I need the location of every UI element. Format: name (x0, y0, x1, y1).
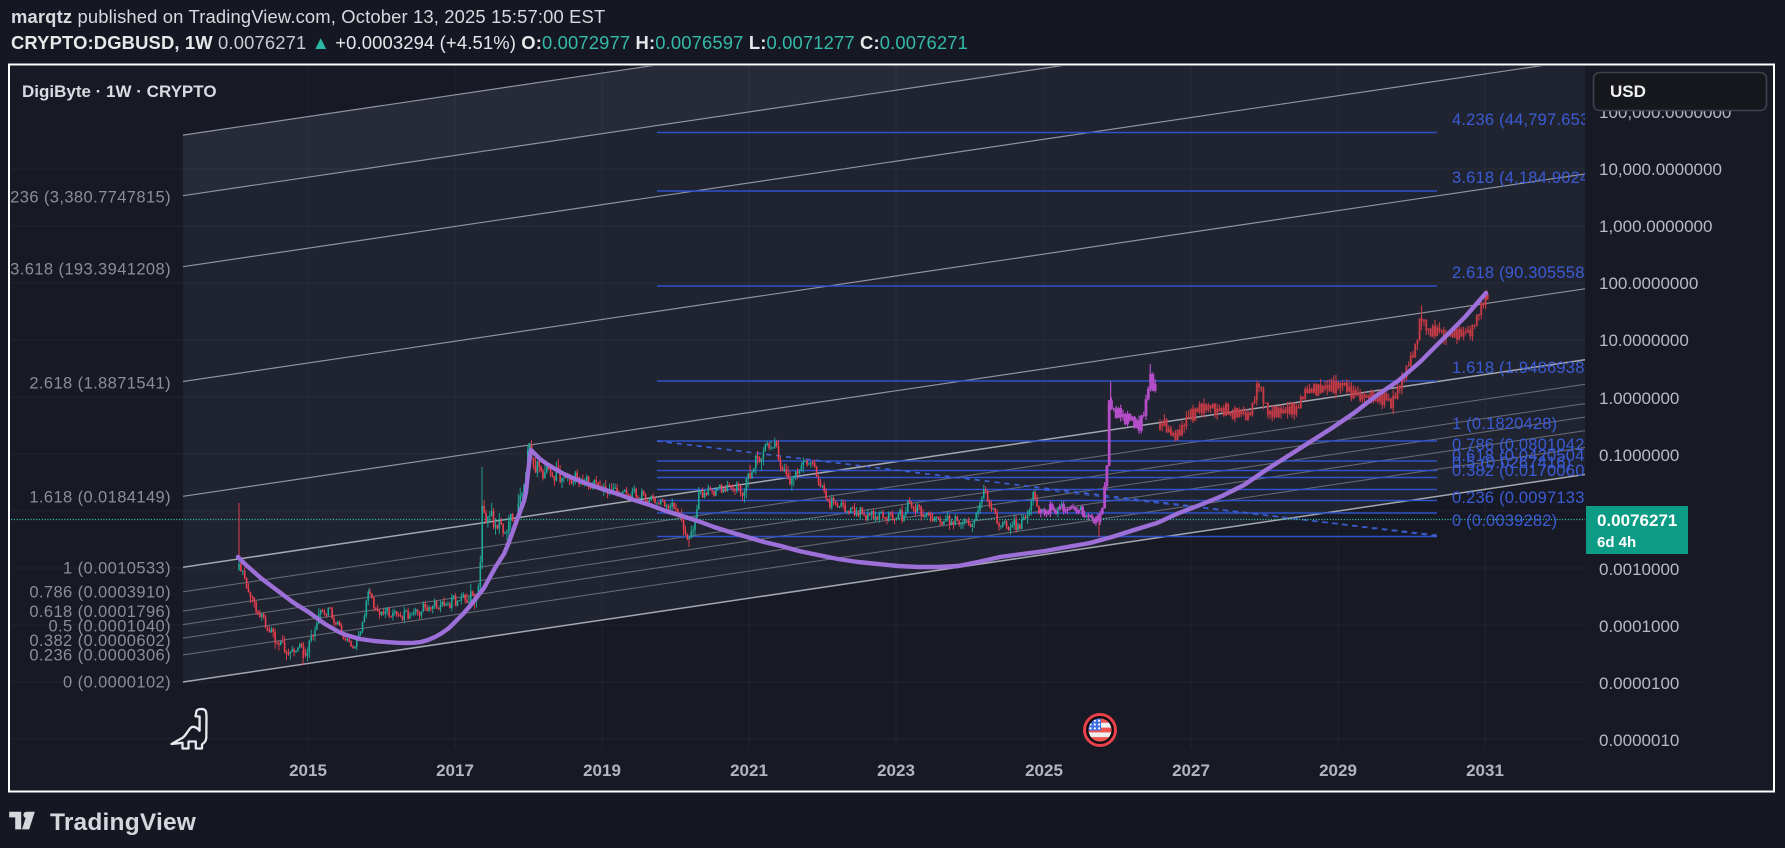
svg-text:4.236 (3,380.7747815): 4.236 (3,380.7747815) (0, 189, 171, 207)
svg-text:0.5 (0.0267416): 0.5 (0.0267416) (1452, 454, 1572, 472)
svg-text:3.618 (4,184.9024831): 3.618 (4,184.9024831) (1452, 169, 1623, 187)
svg-text:2031: 2031 (1466, 761, 1504, 780)
svg-text:0.0000010: 0.0000010 (1599, 731, 1679, 750)
svg-text:2019: 2019 (583, 761, 621, 780)
svg-text:10.0000000: 10.0000000 (1599, 331, 1689, 350)
svg-text:0.786 (0.0801042): 0.786 (0.0801042) (1452, 436, 1590, 454)
svg-text:0 (0.0039282): 0 (0.0039282) (1452, 512, 1557, 530)
svg-text:marqtz published on TradingVie: marqtz published on TradingView.com, Oct… (11, 6, 605, 27)
svg-text:0 (0.0000102): 0 (0.0000102) (63, 674, 171, 692)
svg-text:1,000.0000000: 1,000.0000000 (1599, 217, 1712, 236)
svg-text:2025: 2025 (1025, 761, 1063, 780)
svg-text:0.236 (0.0000306): 0.236 (0.0000306) (29, 647, 171, 665)
svg-text:4.236 (44,797.6533924): 4.236 (44,797.6533924) (1452, 111, 1633, 129)
svg-text:100.0000000: 100.0000000 (1599, 274, 1698, 293)
svg-text:0.0001000: 0.0001000 (1599, 617, 1679, 636)
svg-text:0.0076271: 0.0076271 (1597, 511, 1677, 530)
svg-text:0.786 (0.0003910): 0.786 (0.0003910) (29, 584, 171, 602)
svg-text:USD: USD (1610, 82, 1646, 101)
svg-text:1 (0.0010533): 1 (0.0010533) (63, 560, 171, 578)
svg-text:0.618 (0.0001796): 0.618 (0.0001796) (29, 603, 171, 621)
svg-text:TradingView: TradingView (50, 809, 197, 836)
svg-text:2.618 (1.8871541): 2.618 (1.8871541) (29, 375, 171, 393)
svg-text:10,000.0000000: 10,000.0000000 (1599, 160, 1722, 179)
svg-text:0.0010000: 0.0010000 (1599, 560, 1679, 579)
svg-text:DigiByte · 1W · CRYPTO: DigiByte · 1W · CRYPTO (22, 82, 217, 101)
svg-text:2029: 2029 (1319, 761, 1357, 780)
svg-text:2027: 2027 (1172, 761, 1210, 780)
svg-text:1.618 (0.0184149): 1.618 (0.0184149) (29, 489, 171, 507)
svg-text:CRYPTO:DGBUSD, 1W 0.0076271 ▲: CRYPTO:DGBUSD, 1W 0.0076271 ▲ +0.0003294… (11, 32, 968, 53)
svg-text:0.618 (0.0420504): 0.618 (0.0420504) (1452, 447, 1590, 465)
svg-text:2.618 (90.3055582): 2.618 (90.3055582) (1452, 264, 1600, 282)
svg-text:2021: 2021 (730, 761, 768, 780)
svg-text:0.5 (0.0001040): 0.5 (0.0001040) (48, 618, 171, 636)
svg-text:3.618 (193.3941208): 3.618 (193.3941208) (10, 261, 171, 279)
svg-text:2023: 2023 (877, 761, 915, 780)
svg-text:0.382 (0.0170060): 0.382 (0.0170060) (1452, 462, 1590, 480)
svg-text:1.0000000: 1.0000000 (1599, 389, 1679, 408)
svg-text:1.618 (1.9486938): 1.618 (1.9486938) (1452, 359, 1590, 377)
svg-text:0.382 (0.0000602): 0.382 (0.0000602) (29, 632, 171, 650)
svg-text:0.1000000: 0.1000000 (1599, 446, 1679, 465)
svg-text:2015: 2015 (289, 761, 327, 780)
svg-text:2017: 2017 (436, 761, 474, 780)
svg-text:0.236 (0.0097133): 0.236 (0.0097133) (1452, 489, 1590, 507)
svg-text:1 (0.1820428): 1 (0.1820428) (1452, 415, 1557, 433)
svg-text:6d 4h: 6d 4h (1597, 534, 1636, 551)
svg-text:0.0000100: 0.0000100 (1599, 674, 1679, 693)
